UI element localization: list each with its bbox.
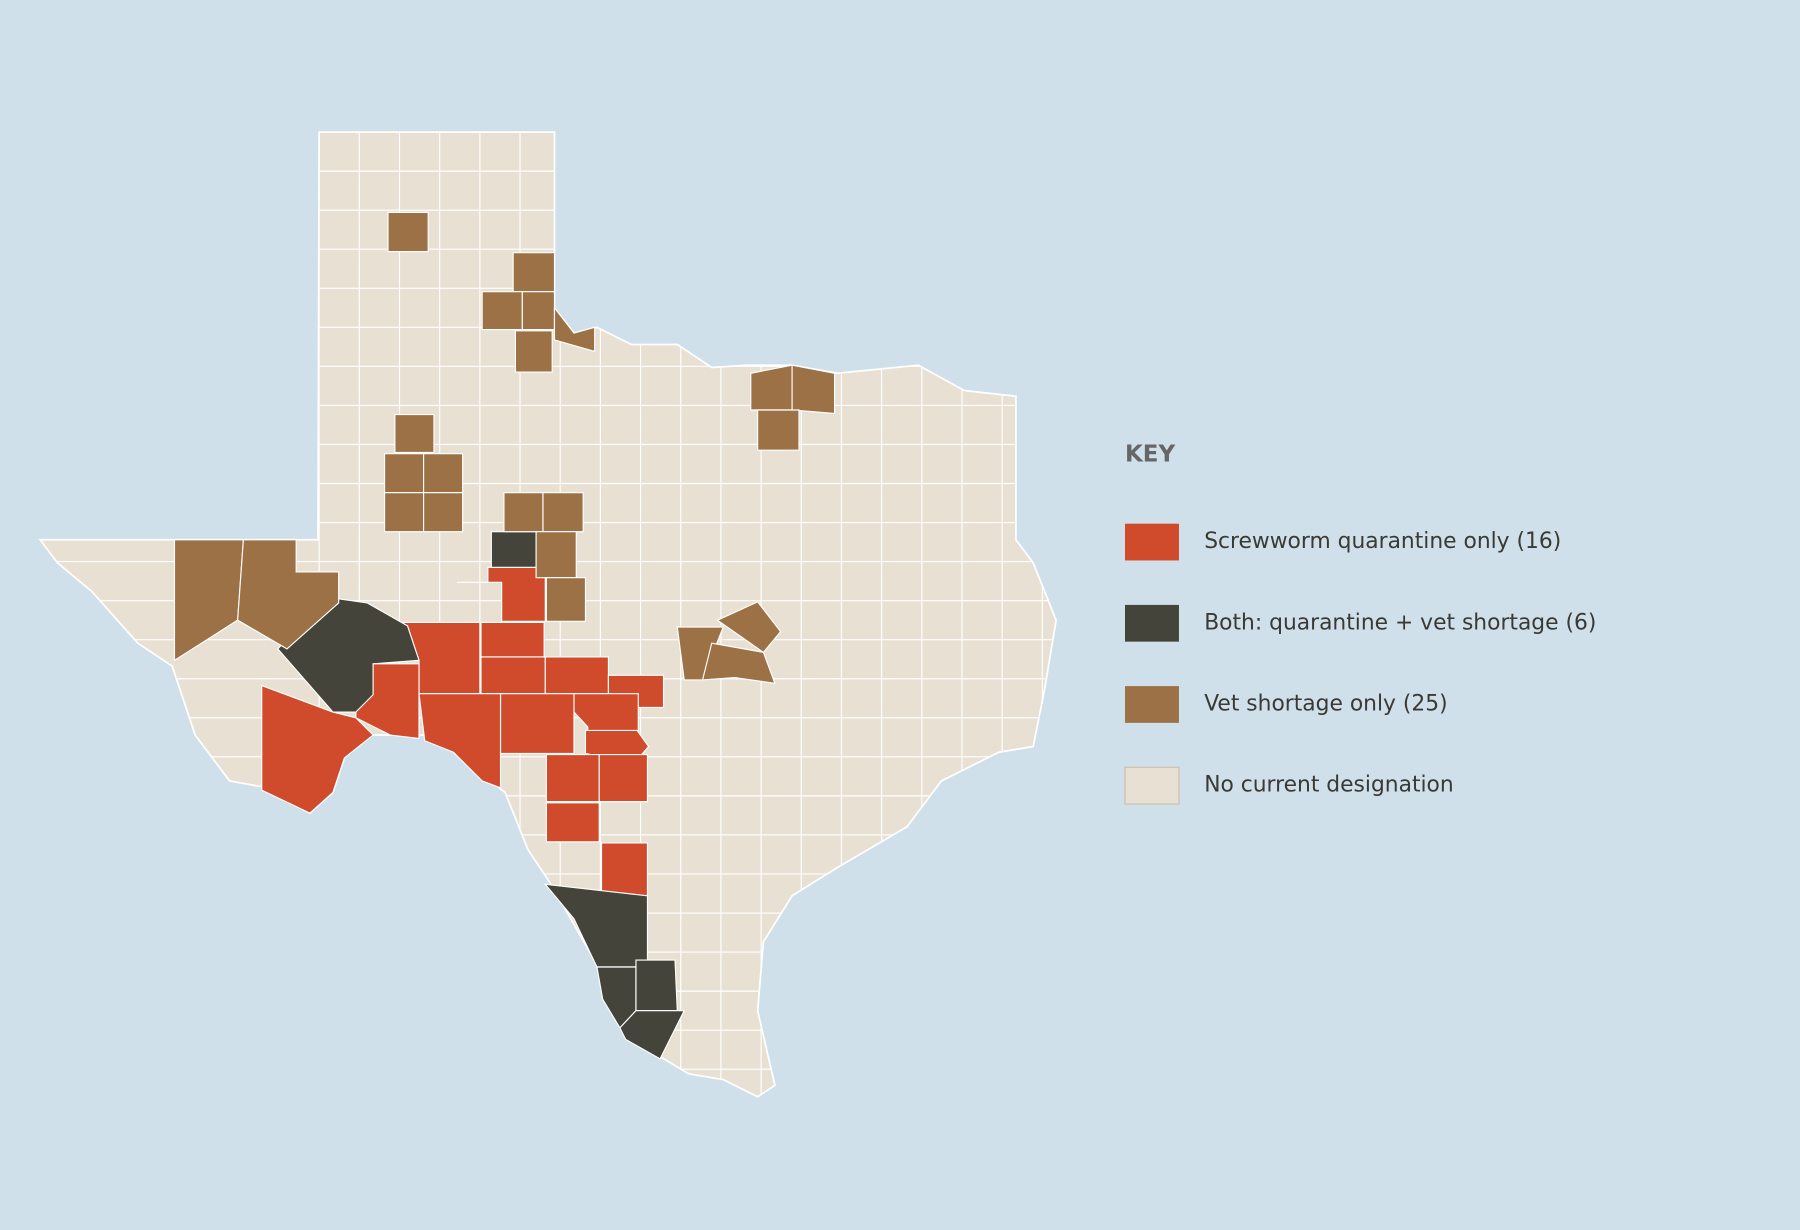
county xyxy=(383,453,425,494)
county xyxy=(598,753,649,803)
county xyxy=(600,842,649,898)
legend-label: Both: quarantine + vet shortage (6) xyxy=(1204,610,1596,635)
county xyxy=(423,453,464,494)
county xyxy=(237,539,340,650)
county xyxy=(503,492,544,533)
legend-swatch xyxy=(1124,766,1180,805)
county xyxy=(544,656,609,695)
county xyxy=(456,566,546,622)
county xyxy=(512,252,556,293)
county xyxy=(261,684,374,814)
legend-swatch xyxy=(1125,604,1179,642)
county xyxy=(418,693,502,789)
designated-counties xyxy=(173,211,836,1060)
county xyxy=(423,492,464,533)
county xyxy=(383,492,425,533)
county xyxy=(387,211,429,253)
legend-swatch xyxy=(1125,686,1179,723)
legend-label: Screwworm quarantine only (16) xyxy=(1204,529,1561,554)
county xyxy=(750,364,793,411)
county xyxy=(791,364,836,415)
county xyxy=(480,656,546,695)
county xyxy=(542,492,584,533)
county xyxy=(490,531,537,568)
county xyxy=(394,414,435,454)
legend-label: No current designation xyxy=(1204,773,1453,798)
county xyxy=(635,959,678,1012)
legend-label: Vet shortage only (25) xyxy=(1204,691,1447,716)
county xyxy=(480,621,545,658)
county xyxy=(553,306,596,353)
legend-title: KEY xyxy=(1125,442,1175,468)
county xyxy=(619,1010,686,1060)
county xyxy=(514,330,553,373)
county xyxy=(545,753,600,803)
county xyxy=(716,601,782,654)
county xyxy=(701,642,776,685)
county xyxy=(545,577,587,622)
county xyxy=(757,409,800,451)
county xyxy=(499,693,575,754)
county xyxy=(521,291,556,331)
legend-swatch xyxy=(1125,523,1179,561)
county xyxy=(545,802,600,843)
county xyxy=(535,531,577,579)
legend: KEY Screwworm quarantine only (16) Both: … xyxy=(1124,442,1596,805)
county xyxy=(481,291,523,331)
